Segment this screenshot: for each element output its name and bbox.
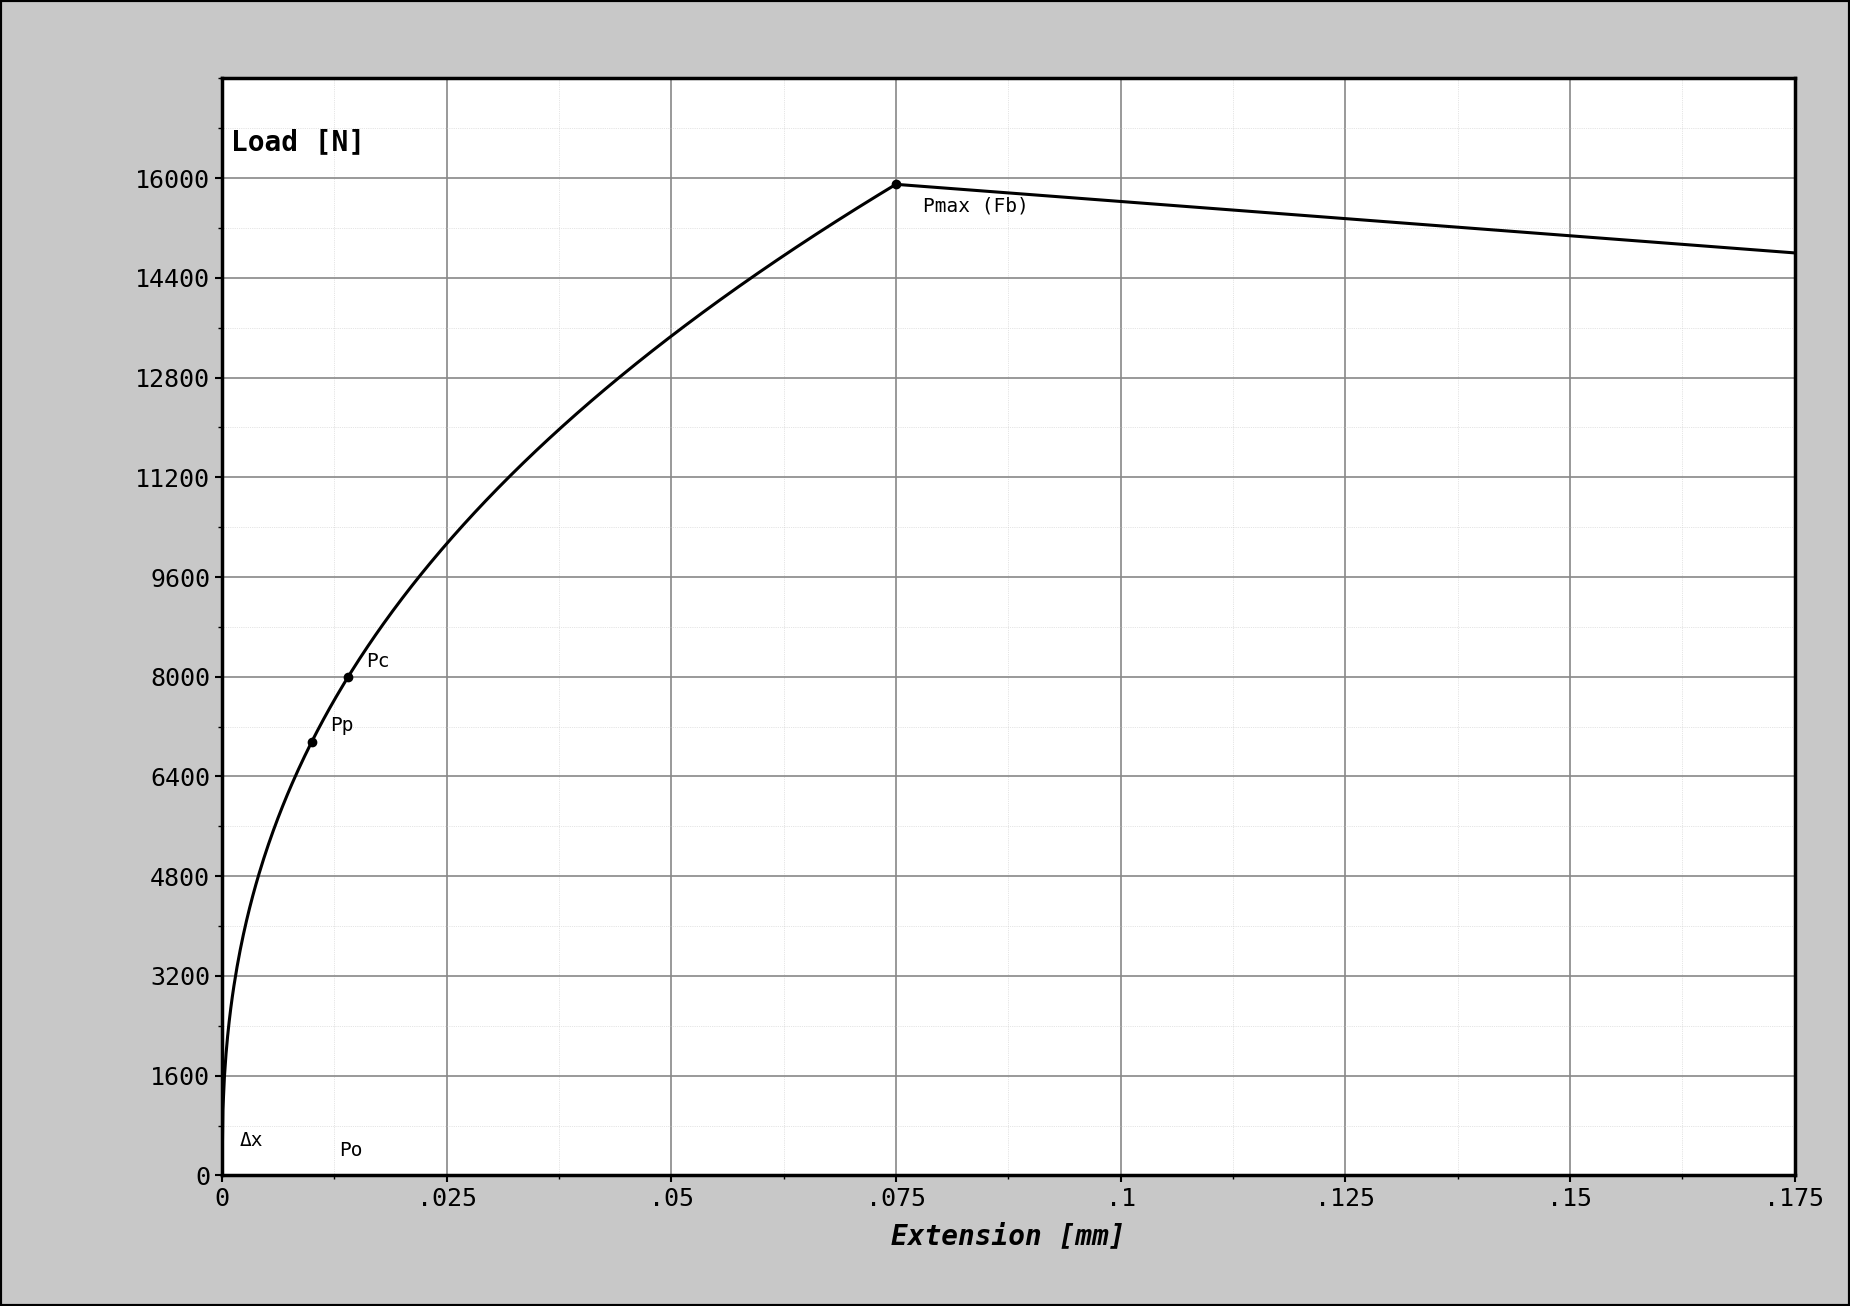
Text: Pp: Pp — [329, 716, 353, 735]
Text: Po: Po — [339, 1141, 363, 1160]
Text: Δx: Δx — [240, 1131, 263, 1151]
Text: Pc: Pc — [366, 652, 388, 671]
Text: Pmax (Fb): Pmax (Fb) — [923, 197, 1029, 215]
Text: Load [N]: Load [N] — [231, 128, 364, 157]
X-axis label: Extension [mm]: Extension [mm] — [892, 1222, 1125, 1250]
